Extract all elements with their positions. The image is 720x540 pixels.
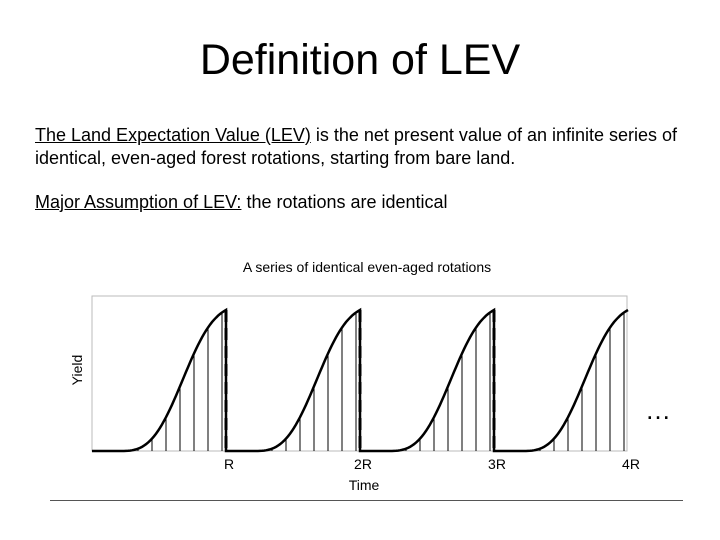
- lev-definition-term: The Land Expectation Value (LEV): [35, 125, 311, 145]
- slide-title: Definition of LEV: [199, 36, 521, 84]
- rotation-1: [123, 310, 228, 451]
- x-tick-label: 2R: [354, 456, 372, 472]
- lev-definition: The Land Expectation Value (LEV) is the …: [35, 124, 695, 170]
- chart-title: A series of identical even-aged rotation…: [243, 259, 491, 275]
- x-axis-label: Time: [349, 477, 380, 493]
- yield-curve: [92, 307, 629, 453]
- x-tick-label: 4R: [622, 456, 640, 472]
- continuation-marker: …: [645, 395, 671, 425]
- lev-assumption-term: Major Assumption of LEV:: [35, 192, 242, 212]
- rotations-layer: [92, 307, 629, 453]
- x-tick-label: 3R: [488, 456, 506, 472]
- lev-assumption: Major Assumption of LEV: the rotations a…: [35, 191, 695, 214]
- x-tick-label: R: [224, 456, 234, 472]
- lev-assumption-text: the rotations are identical: [241, 192, 448, 212]
- y-axis-label: Yield: [69, 355, 85, 386]
- lev-definition-text: is the net present value of an infinite …: [35, 125, 678, 168]
- rotation-4: [525, 312, 625, 451]
- x-tick-labels: R 2R 3R 4R: [224, 456, 640, 472]
- bottom-rule: [50, 500, 683, 501]
- rotation-3: [391, 310, 496, 451]
- rotation-2: [257, 310, 362, 451]
